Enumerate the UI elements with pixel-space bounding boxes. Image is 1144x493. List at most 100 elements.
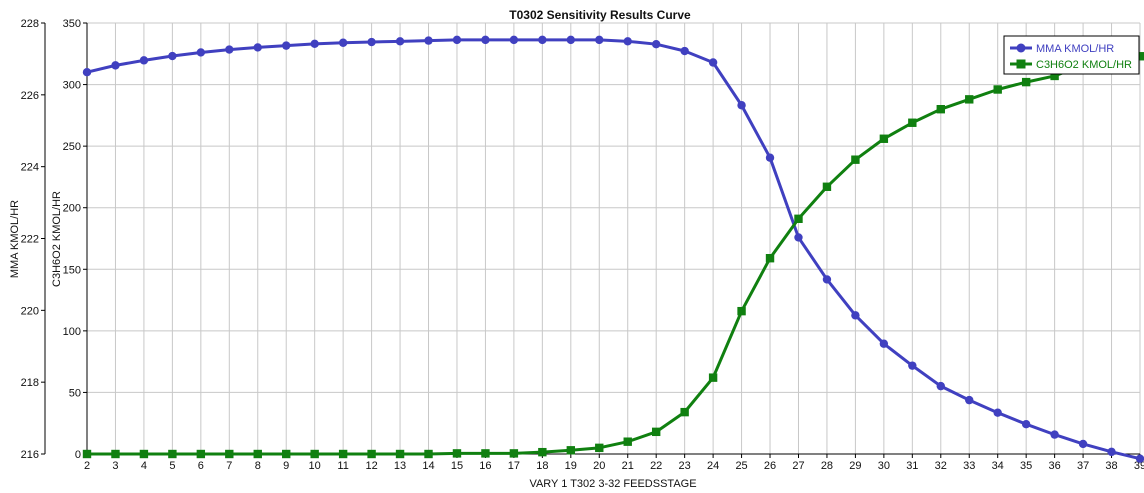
x-tick-label: 11 <box>337 460 348 472</box>
x-tick-label: 10 <box>309 460 321 472</box>
data-point <box>794 214 803 223</box>
data-point <box>879 134 889 143</box>
x-tick-label: 36 <box>1048 460 1060 472</box>
y-right-tick-label: 0 <box>75 449 81 461</box>
data-point <box>680 46 689 56</box>
x-tick-label: 12 <box>365 460 377 472</box>
x-tick-label: 32 <box>935 460 947 472</box>
x-tick-label: 22 <box>650 460 662 472</box>
x-tick-label: 14 <box>422 460 434 472</box>
data-point <box>168 449 177 459</box>
data-point <box>338 38 348 47</box>
x-tick-label: 35 <box>1020 460 1032 472</box>
y-right-tick-label: 200 <box>63 203 81 215</box>
data-point <box>424 449 433 459</box>
data-point <box>196 449 206 459</box>
chart-title: T0302 Sensitivity Results Curve <box>509 8 691 22</box>
x-tick-label: 21 <box>622 460 634 472</box>
data-point <box>1135 454 1144 463</box>
x-tick-label: 33 <box>963 460 975 472</box>
x-tick-label: 38 <box>1105 460 1117 472</box>
data-point <box>196 48 206 57</box>
data-point <box>338 449 348 459</box>
y-right-tick-label: 50 <box>69 387 81 399</box>
x-tick-label: 7 <box>226 460 232 472</box>
x-tick-label: 17 <box>508 460 520 472</box>
data-point <box>82 68 92 77</box>
data-point <box>651 39 661 49</box>
data-point <box>708 58 718 67</box>
x-tick-label: 16 <box>479 460 491 472</box>
data-point <box>879 339 889 348</box>
data-point <box>765 254 775 263</box>
data-point <box>737 101 746 110</box>
data-point <box>111 61 120 70</box>
x-tick-label: 19 <box>565 460 577 472</box>
data-point <box>765 153 775 162</box>
data-point <box>965 95 974 104</box>
x-tick-label: 4 <box>141 460 147 472</box>
x-tick-label: 6 <box>198 460 204 472</box>
x-tick-label: 20 <box>593 460 605 472</box>
legend-marker-mma <box>1016 43 1026 53</box>
data-point <box>851 155 860 164</box>
x-tick-label: 24 <box>707 460 719 472</box>
y-right-tick-label: 100 <box>63 326 81 338</box>
data-point <box>225 449 234 459</box>
data-point <box>395 449 405 459</box>
x-tick-label: 27 <box>792 460 804 472</box>
data-point <box>282 449 291 459</box>
x-tick-label: 3 <box>112 460 118 472</box>
data-point <box>111 449 120 459</box>
x-tick-label: 28 <box>821 460 833 472</box>
data-point <box>395 37 405 46</box>
data-point <box>310 449 319 459</box>
data-point <box>538 447 547 457</box>
y-left-tick-label: 216 <box>21 449 39 461</box>
data-point <box>509 449 519 458</box>
series-0 <box>82 35 1144 463</box>
data-point <box>595 35 604 45</box>
y-left-tick-label: 228 <box>21 18 39 30</box>
legend: MMA KMOL/HR C3H6O2 KMOL/HR <box>1003 35 1140 75</box>
x-tick-label: 15 <box>451 460 463 472</box>
y-left-tick-label: 226 <box>21 90 39 102</box>
x-tick-label: 25 <box>735 460 747 472</box>
data-point <box>566 446 576 455</box>
legend-marker-c3h6o2 <box>1016 59 1026 69</box>
data-point <box>1021 419 1031 429</box>
data-point <box>566 35 576 45</box>
x-tick-label: 34 <box>992 460 1004 472</box>
data-point <box>965 395 974 405</box>
data-point <box>822 275 832 284</box>
data-point <box>737 306 746 316</box>
y-left-axis-label: MMA KMOL/HR <box>9 200 21 278</box>
data-point <box>452 35 462 45</box>
data-point <box>1021 77 1031 87</box>
x-tick-label: 26 <box>764 460 776 472</box>
x-tick-label: 30 <box>878 460 890 472</box>
data-point <box>424 36 433 45</box>
data-point <box>481 35 490 45</box>
data-point <box>1078 439 1088 449</box>
data-point <box>822 182 832 191</box>
x-tick-label: 23 <box>679 460 691 472</box>
data-point <box>139 449 149 459</box>
data-point <box>851 311 860 320</box>
data-point <box>623 37 632 46</box>
legend-label-c3h6o2: C3H6O2 KMOL/HR <box>1036 59 1132 71</box>
data-point <box>253 449 262 459</box>
y-right-axis-label: C3H6O2 KMOL/HR <box>51 191 63 287</box>
data-point <box>794 233 803 242</box>
x-tick-label: 2 <box>84 460 90 472</box>
data-point <box>310 39 319 49</box>
data-point <box>168 51 177 61</box>
data-point <box>993 85 1002 94</box>
x-tick-label: 18 <box>536 460 548 472</box>
y-left-tick-label: 220 <box>21 305 39 317</box>
legend-label-mma: MMA KMOL/HR <box>1036 43 1114 55</box>
series-line <box>87 54 1141 456</box>
